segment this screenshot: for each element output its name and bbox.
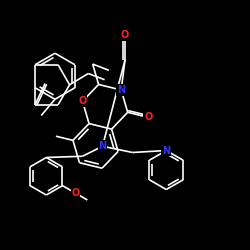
Text: N: N [162, 146, 170, 156]
Text: O: O [71, 188, 80, 198]
Text: N: N [98, 141, 106, 151]
Text: O: O [144, 112, 152, 122]
Text: O: O [121, 30, 129, 40]
Text: N: N [117, 85, 125, 95]
Text: O: O [78, 96, 87, 106]
